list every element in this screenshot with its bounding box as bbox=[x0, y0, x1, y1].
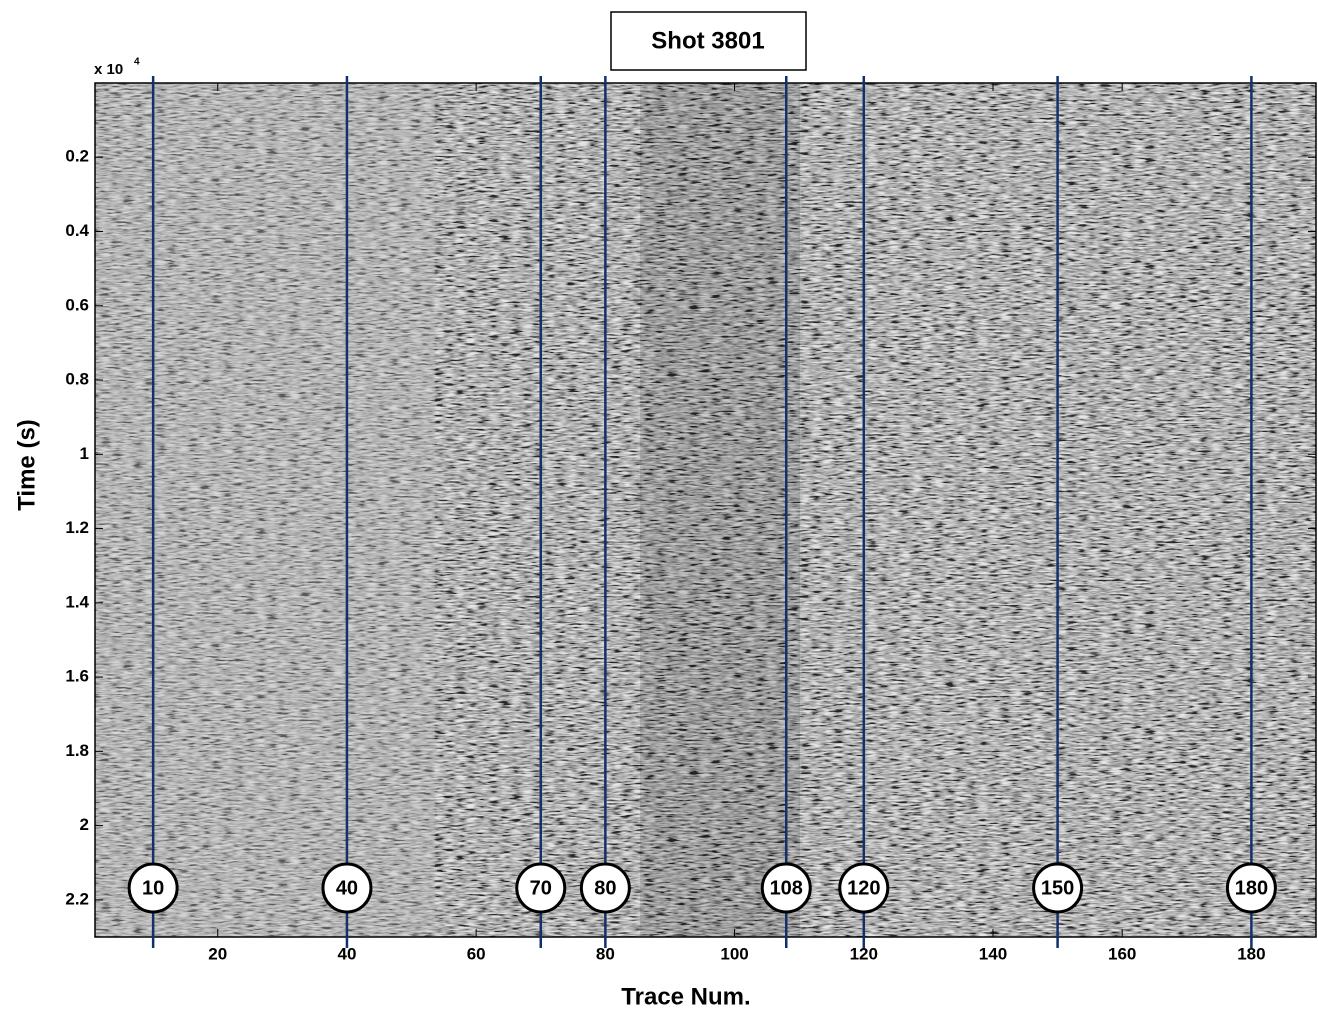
trace-marker-circle bbox=[127, 862, 179, 914]
trace-marker-circle bbox=[321, 862, 373, 914]
title-box bbox=[610, 11, 807, 71]
trace-marker-label: 150 bbox=[1041, 877, 1074, 899]
x-tick-label: 20 bbox=[208, 944, 227, 963]
x-tick-label: 100 bbox=[720, 944, 748, 963]
y-tick-label: 2 bbox=[80, 815, 89, 834]
trace-marker-label: 70 bbox=[530, 877, 552, 899]
trace-marker-label: 108 bbox=[770, 877, 803, 899]
y-tick-label: 2.2 bbox=[65, 889, 89, 908]
y-tick-label: 1 bbox=[80, 444, 89, 463]
trace-marker-circle bbox=[515, 862, 567, 914]
y-tick-label: 1.6 bbox=[65, 667, 89, 686]
plot-frame bbox=[94, 82, 1317, 938]
trace-marker-label: 180 bbox=[1235, 877, 1268, 899]
y-tick-label: 0.8 bbox=[65, 370, 89, 389]
trace-marker-circle bbox=[838, 862, 890, 914]
x-tick-label: 180 bbox=[1237, 944, 1265, 963]
axis-multiplier: x 10 bbox=[94, 61, 123, 78]
y-tick-label: 1.2 bbox=[65, 518, 89, 537]
trace-marker-circle bbox=[760, 862, 812, 914]
x-axis-label: Trace Num. bbox=[621, 983, 750, 1010]
y-axis-label: Time (s) bbox=[13, 419, 40, 511]
trace-marker-circle bbox=[579, 862, 631, 914]
x-tick-label: 120 bbox=[850, 944, 878, 963]
y-tick-label: 0.2 bbox=[65, 147, 89, 166]
y-tick-label: 1.8 bbox=[65, 741, 89, 760]
trace-marker-label: 80 bbox=[594, 877, 616, 899]
y-tick-label: 1.4 bbox=[65, 592, 89, 611]
y-tick-label: 0.6 bbox=[65, 295, 89, 314]
trace-marker-label: 120 bbox=[847, 877, 880, 899]
x-tick-label: 80 bbox=[596, 944, 615, 963]
x-tick-label: 40 bbox=[337, 944, 356, 963]
x-tick-label: 160 bbox=[1108, 944, 1136, 963]
y-tick-label: 0.4 bbox=[65, 221, 89, 240]
seismic-image bbox=[95, 83, 1316, 937]
trace-marker-circle bbox=[1032, 862, 1084, 914]
x-tick-label: 60 bbox=[467, 944, 486, 963]
chart-title: Shot 3801 bbox=[651, 27, 764, 54]
x-tick-label: 140 bbox=[979, 944, 1007, 963]
axis-multiplier-exponent: 4 bbox=[134, 57, 140, 68]
trace-marker-label: 40 bbox=[336, 877, 358, 899]
trace-marker-circle bbox=[1225, 862, 1277, 914]
trace-marker-label: 10 bbox=[142, 877, 164, 899]
